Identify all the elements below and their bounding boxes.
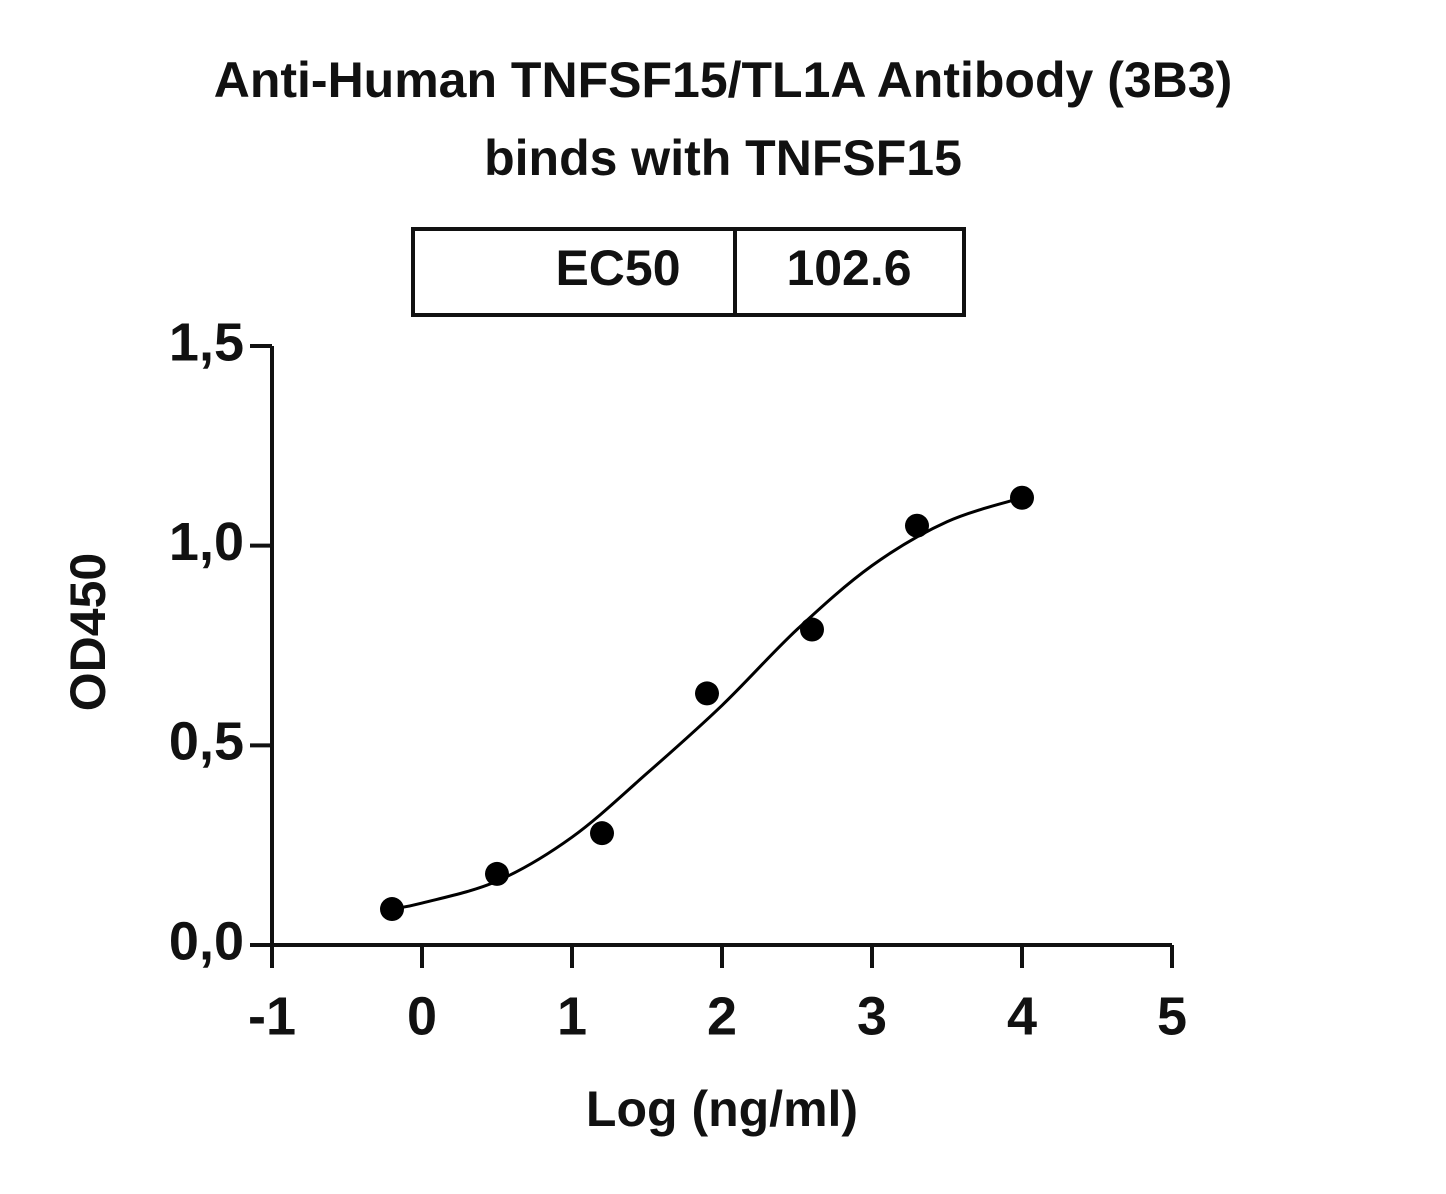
y-axis-label: OD450 bbox=[60, 553, 116, 711]
data-point bbox=[695, 681, 719, 706]
x-tick-label: 2 bbox=[707, 986, 737, 1046]
x-tick-label: 3 bbox=[857, 986, 887, 1046]
x-axis-label: Log (ng/ml) bbox=[586, 1081, 858, 1137]
x-tick-label: 4 bbox=[1007, 986, 1037, 1046]
ec50-value: 102.6 bbox=[786, 240, 911, 296]
y-tick-label: 1,5 bbox=[169, 312, 244, 372]
x-tick-label: -1 bbox=[248, 986, 296, 1046]
y-tick-label: 0,0 bbox=[169, 911, 244, 971]
chart-title: Anti-Human TNFSF15/TL1A Antibody (3B3) bbox=[214, 52, 1233, 108]
ec50-box bbox=[411, 227, 966, 317]
data-point bbox=[1010, 485, 1034, 510]
y-tick-label: 1,0 bbox=[169, 512, 244, 572]
data-point bbox=[590, 821, 614, 846]
ec50-label: EC50 bbox=[555, 240, 680, 296]
x-tick-label: 0 bbox=[407, 986, 437, 1046]
data-point bbox=[800, 617, 824, 642]
x-tick-label: 5 bbox=[1157, 986, 1187, 1046]
chart-subtitle: binds with TNFSF15 bbox=[484, 130, 962, 186]
fit-curve bbox=[391, 496, 1023, 911]
data-point bbox=[905, 513, 929, 538]
x-tick-label: 1 bbox=[557, 986, 587, 1046]
y-tick-label: 0,5 bbox=[169, 712, 244, 772]
